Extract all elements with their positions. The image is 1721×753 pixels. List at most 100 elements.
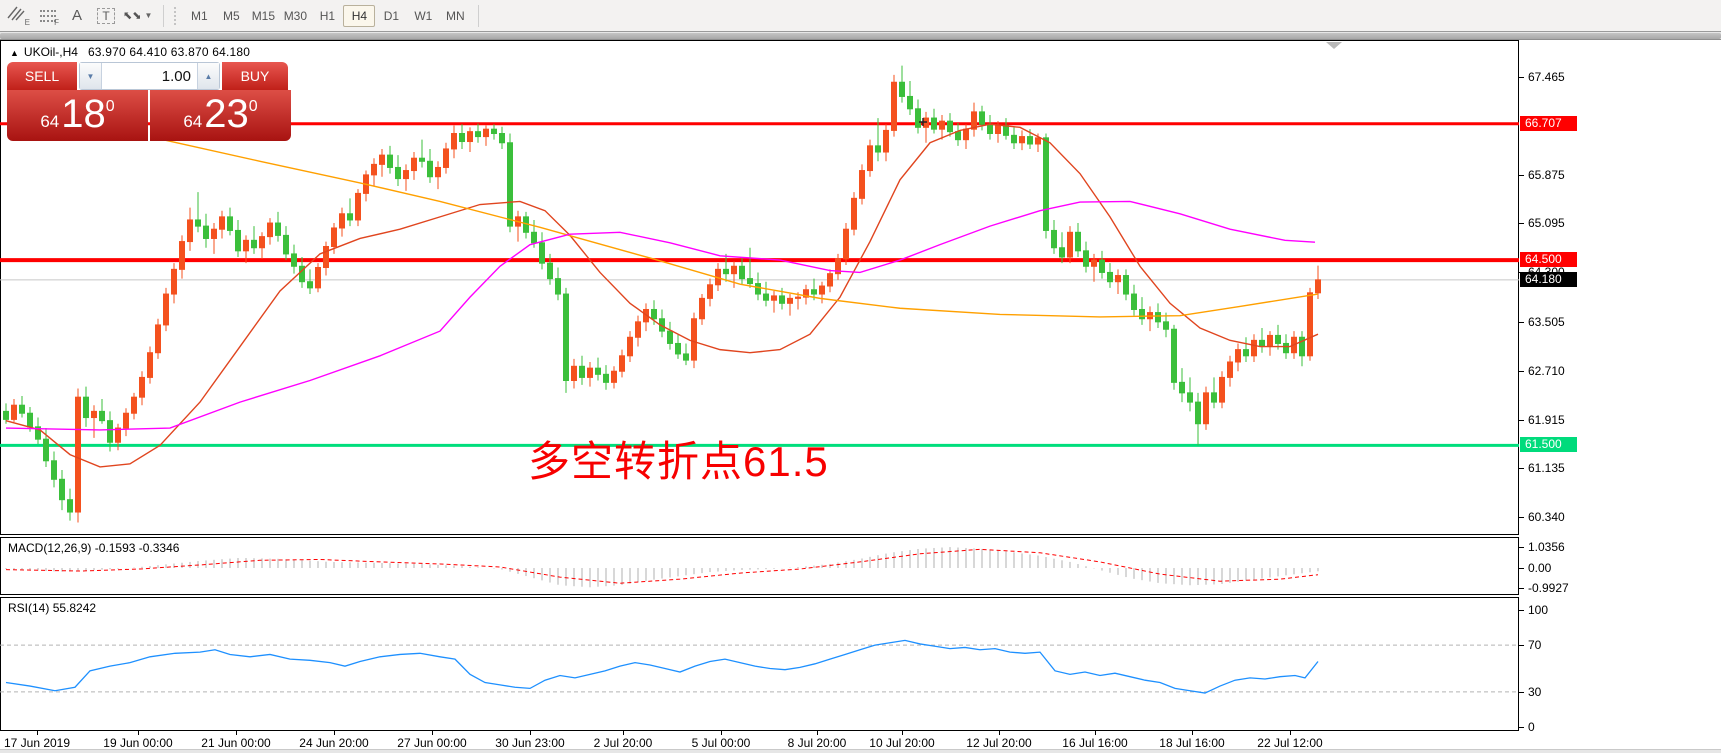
timeframe-button-H4[interactable]: H4 xyxy=(343,4,376,27)
dropdown-caret-icon[interactable]: ▼ xyxy=(144,11,153,20)
rsi-tick-0: 0 xyxy=(1528,720,1535,734)
fibonacci-icon[interactable]: F xyxy=(35,4,61,28)
volume-input[interactable] xyxy=(102,63,197,89)
time-label: 17 Jun 2019 xyxy=(3,736,71,750)
timeframe-button-W1[interactable]: W1 xyxy=(414,8,433,23)
candlestick-chart[interactable] xyxy=(0,40,1519,536)
candle-body xyxy=(163,293,169,326)
candle-body xyxy=(1275,334,1281,344)
candle-body xyxy=(1163,321,1169,330)
candle-body xyxy=(123,412,129,429)
timeframe-button-H1[interactable]: H1 xyxy=(319,8,336,23)
candle-body xyxy=(259,236,265,249)
candle-body xyxy=(187,219,193,243)
volume-increase-button[interactable]: ▲ xyxy=(197,63,219,89)
window-bottom-strip xyxy=(0,749,1721,753)
price-tick-65.095: 65.095 xyxy=(1528,216,1565,231)
chart-title: ▲ UKOil-,H4 63.970 64.410 63.870 64.180 xyxy=(10,45,250,59)
rsi-chart[interactable] xyxy=(0,597,1519,731)
timeframe-button-D1[interactable]: D1 xyxy=(383,8,400,23)
candle-body xyxy=(27,412,33,428)
ma-slow-orange-line[interactable] xyxy=(162,138,1319,318)
candle-body xyxy=(99,410,105,422)
timeframe-button-M5[interactable]: M5 xyxy=(223,8,240,23)
candle-body xyxy=(1051,229,1057,249)
rsi-panel[interactable] xyxy=(0,597,1519,731)
candle-body xyxy=(179,241,185,270)
candle-body xyxy=(1123,275,1129,295)
candle-body xyxy=(3,410,9,420)
ask-main: 64 xyxy=(183,111,203,131)
candle-body xyxy=(1203,392,1209,425)
candle-body xyxy=(1099,259,1105,273)
equidistant-channel-icon[interactable]: E xyxy=(6,4,32,28)
candle-body xyxy=(195,219,201,227)
chart-hscrollbar-thumb[interactable] xyxy=(0,33,1721,39)
bid-price-display[interactable]: 64 18 0 xyxy=(7,90,148,141)
candle-body xyxy=(419,157,425,162)
timeframe-button-M15[interactable]: M15 xyxy=(251,8,276,23)
macd-chart[interactable] xyxy=(0,537,1519,595)
price-badge-64.180: 64.180 xyxy=(1520,271,1577,287)
line-anchor-cross-icon[interactable] xyxy=(919,118,927,126)
candle-body xyxy=(859,170,865,199)
candle-body xyxy=(1131,293,1137,310)
axis-tick xyxy=(1519,223,1524,225)
candle-body xyxy=(1307,292,1313,357)
bid-main: 64 xyxy=(40,111,60,131)
toolbar-grip-handle[interactable] xyxy=(173,5,178,26)
candle-body xyxy=(763,293,769,301)
candle-body xyxy=(19,404,25,414)
candle-body xyxy=(1075,231,1081,252)
fib-line xyxy=(40,14,56,17)
timeframe-group: M1 M5 M15 M30 H1 H4 D1 W1 MN xyxy=(183,4,471,27)
timeframe-button-M1[interactable]: M1 xyxy=(191,8,208,23)
axis-tick xyxy=(1519,370,1524,372)
candle-body xyxy=(107,420,113,443)
candle-body xyxy=(227,216,233,231)
buy-button[interactable]: BUY xyxy=(222,62,288,90)
chart-text-annotation[interactable]: 多空转折点61.5 xyxy=(528,438,829,485)
fib-line xyxy=(40,9,56,12)
timeframe-button-MN[interactable]: MN xyxy=(446,8,465,23)
text-label-tool-icon[interactable]: T xyxy=(93,4,119,28)
candle-body xyxy=(947,120,953,133)
candle-body xyxy=(723,268,729,275)
time-tick xyxy=(432,731,433,735)
candle-body xyxy=(707,284,713,299)
ma-slow-magenta-line[interactable] xyxy=(5,200,1316,431)
sell-button[interactable]: SELL xyxy=(7,62,77,90)
time-tick xyxy=(138,731,139,735)
candle-body xyxy=(267,222,273,238)
candle-body xyxy=(675,342,681,355)
candle-body xyxy=(1171,328,1177,383)
time-tick xyxy=(530,731,531,735)
ma-fast-line[interactable] xyxy=(5,123,1319,468)
macd-tick-1.0356: 1.0356 xyxy=(1528,539,1565,554)
candle-body xyxy=(971,111,977,130)
candle-body xyxy=(275,222,281,236)
candle-body xyxy=(43,438,49,462)
candle-body xyxy=(1043,137,1049,231)
tick-direction-icon: ▲ xyxy=(10,48,19,58)
candle-body xyxy=(891,81,897,131)
candle-body xyxy=(547,262,553,280)
arrows-tool-icon[interactable]: ⬉⬊ ▼ xyxy=(122,4,153,28)
text-tool-icon[interactable]: A xyxy=(71,7,82,24)
candle-body xyxy=(563,293,569,382)
candle-body xyxy=(635,321,641,338)
candle-body xyxy=(171,268,177,295)
macd-indicator-label: MACD(12,26,9) -0.1593 -0.3346 xyxy=(8,541,179,555)
candle-body xyxy=(1067,231,1073,258)
candle-body xyxy=(579,365,585,378)
candle-body xyxy=(603,373,609,383)
macd-panel[interactable] xyxy=(0,537,1519,595)
timeframe-button-M30[interactable]: M30 xyxy=(283,8,308,23)
chart-shift-marker-icon[interactable] xyxy=(1326,42,1342,49)
ask-price-display[interactable]: 64 23 0 xyxy=(150,90,291,141)
candles-group xyxy=(3,65,1321,523)
volume-decrease-button[interactable]: ▼ xyxy=(80,63,102,89)
candle-body xyxy=(323,246,329,268)
fib-line xyxy=(40,19,56,22)
candle-body xyxy=(59,478,65,501)
